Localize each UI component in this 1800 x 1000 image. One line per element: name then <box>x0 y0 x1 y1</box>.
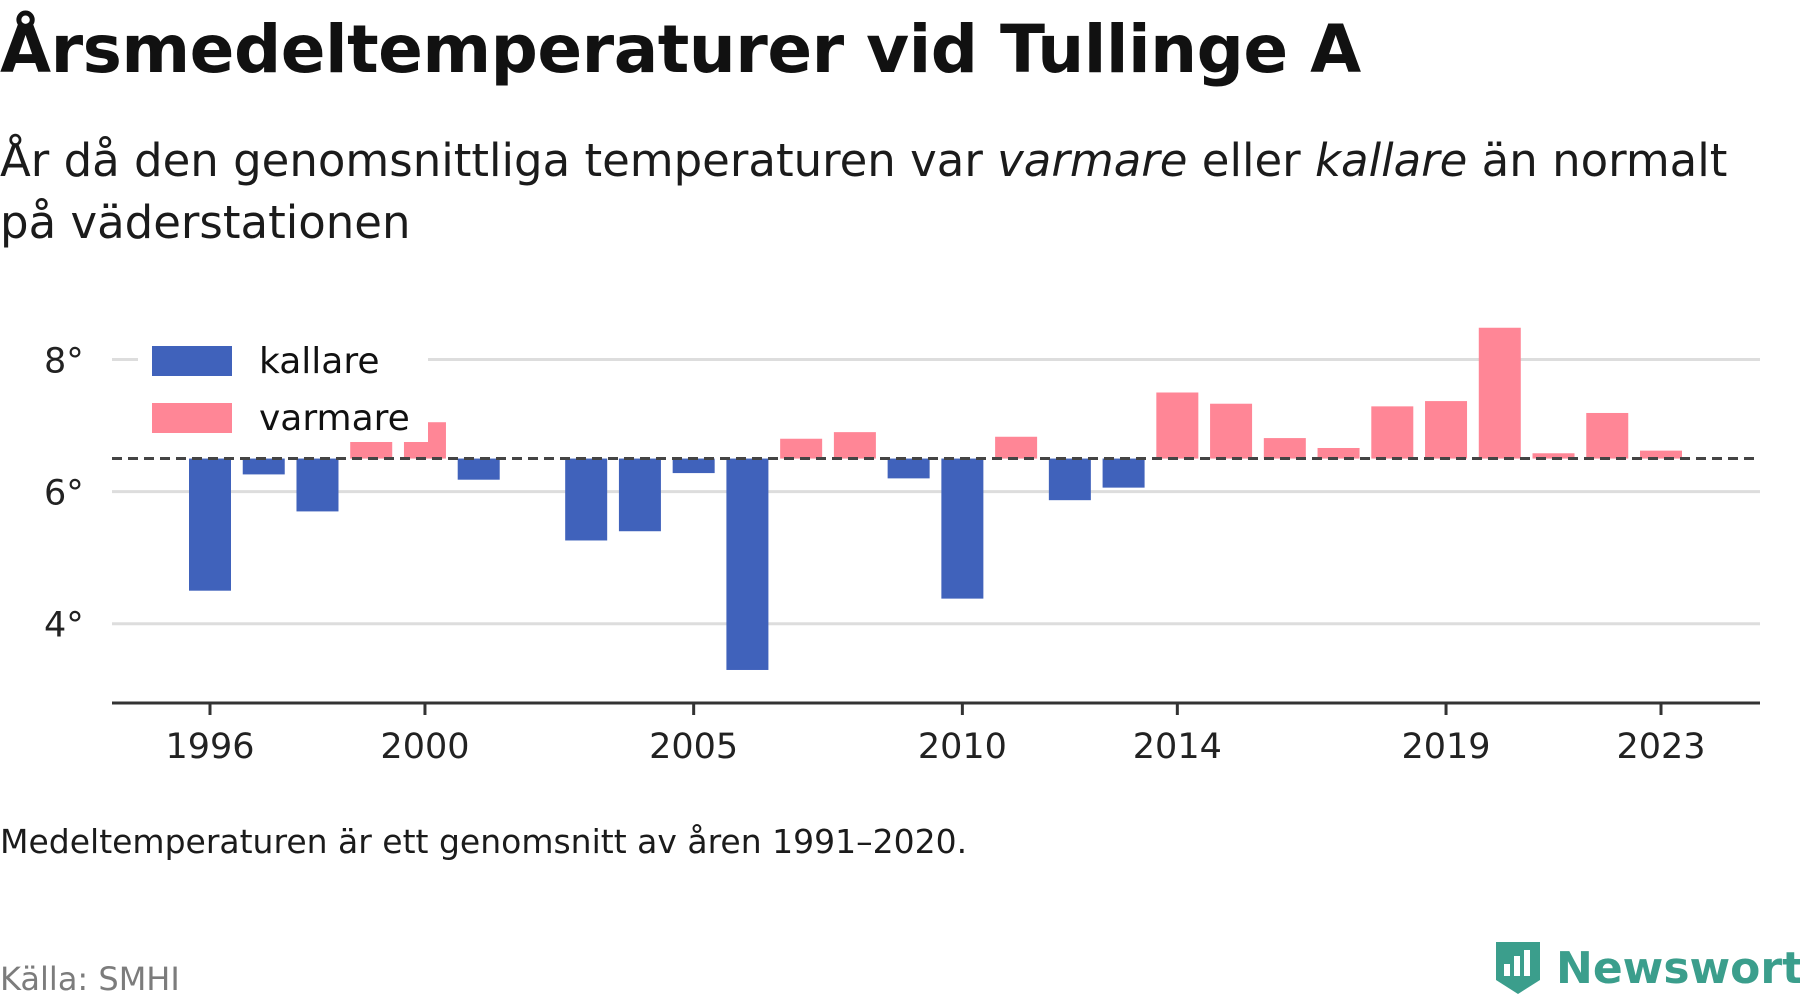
bar-colder <box>618 458 661 532</box>
footnote: Medeltemperaturen är ett genomsnitt av å… <box>0 822 968 861</box>
bar-warmer <box>780 438 823 459</box>
source-credit: Källa: SMHI <box>0 960 180 998</box>
legend-swatch-kallare <box>152 346 232 376</box>
bar-colder <box>887 458 930 479</box>
bar-warmer <box>1478 327 1521 459</box>
bar-colder <box>189 458 231 591</box>
bar-colder <box>457 458 500 480</box>
bar-warmer <box>1425 401 1468 459</box>
bar-warmer <box>1371 406 1414 459</box>
x-tick-label: 2005 <box>649 727 738 767</box>
bar-colder <box>941 458 984 599</box>
subtitle-text-3: än normalt på väderstationen <box>0 134 1728 249</box>
x-tick-label: 2000 <box>380 727 469 767</box>
bar-chart: 4° 6° 8° 1996 2000 2005 2010 2014 2019 2023 kall… <box>44 327 1760 767</box>
bar-warmer <box>1263 438 1306 459</box>
bar-warmer <box>1317 447 1360 459</box>
logo-text: Newsworthy <box>1556 942 1800 994</box>
bar-colder <box>242 458 285 475</box>
bar-colder <box>672 458 715 474</box>
x-tick-label: 2014 <box>1133 727 1222 767</box>
subtitle-warmer-word: varmare <box>997 134 1188 187</box>
bar-warmer <box>1210 403 1253 459</box>
bar-warmer <box>1586 412 1629 459</box>
bars <box>189 327 1682 670</box>
legend-swatch-varmare <box>152 403 232 433</box>
x-tick-label: 1996 <box>165 727 254 767</box>
y-tick-label: 8° <box>44 341 84 381</box>
bar-warmer <box>833 432 876 459</box>
bar-warmer <box>1156 392 1199 459</box>
bar-colder <box>1048 458 1091 501</box>
bar-colder <box>296 458 339 512</box>
x-tick-label: 2023 <box>1616 727 1705 767</box>
bar-warmer <box>995 436 1038 459</box>
bar-warmer <box>1532 453 1575 459</box>
bar-colder <box>1102 458 1145 488</box>
legend-label-varmare: varmare <box>259 398 410 439</box>
legend-label-kallare: kallare <box>259 341 380 382</box>
x-tick-label: 2019 <box>1401 727 1490 767</box>
x-axis-ticks: 1996 2000 2005 2010 2014 2019 2023 <box>165 703 1706 767</box>
y-tick-label: 4° <box>44 606 84 646</box>
y-tick-label: 6° <box>44 474 84 514</box>
chart-subtitle: År då den genomsnittliga temperaturen va… <box>0 130 1790 254</box>
legend: kallare varmare <box>138 336 428 442</box>
subtitle-colder-word: kallare <box>1314 134 1468 187</box>
bar-warmer <box>1640 450 1682 459</box>
chart-title: Årsmedeltemperaturer vid Tullinge A <box>0 11 1361 88</box>
bar-colder <box>565 458 608 541</box>
newsworthy-logo: Newsworthy <box>1492 940 1800 996</box>
y-axis-labels: 4° 6° 8° <box>44 341 84 645</box>
subtitle-text-1: År då den genomsnittliga temperaturen va… <box>0 134 998 187</box>
subtitle-text-2: eller <box>1187 134 1315 187</box>
x-tick-label: 2010 <box>918 727 1007 767</box>
newsworthy-logo-icon <box>1496 942 1540 994</box>
bar-colder <box>726 458 769 670</box>
